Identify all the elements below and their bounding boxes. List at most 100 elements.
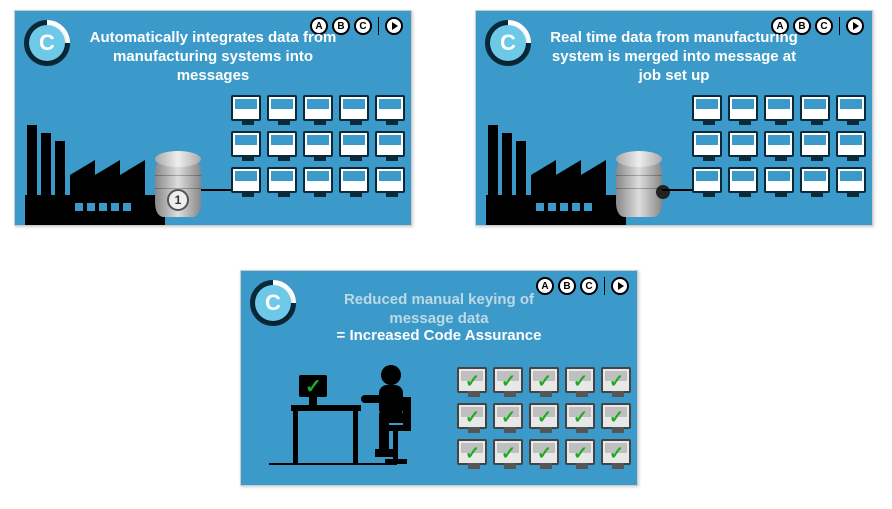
nav-c-button[interactable]: C — [580, 277, 598, 295]
monitor-icon — [267, 167, 297, 193]
nav-divider — [839, 17, 840, 35]
nav-a-label: A — [541, 281, 548, 292]
monitor-icon — [339, 131, 369, 157]
checkmark-icon: ✓ — [573, 408, 588, 426]
database-icon: 1 — [155, 159, 201, 217]
monitor-grid — [231, 95, 405, 197]
monitor-icon — [728, 95, 758, 121]
monitor-icon — [375, 167, 405, 193]
factory-icon — [25, 115, 165, 225]
database-badge: 1 — [167, 189, 189, 211]
monitor-icon — [267, 131, 297, 157]
monitor-checked-icon: ✓ — [601, 367, 631, 393]
monitor-grid — [692, 95, 866, 197]
progress-letter: C — [265, 290, 281, 316]
nav-divider — [378, 17, 379, 35]
progress-letter: C — [39, 30, 55, 56]
monitor-icon — [692, 95, 722, 121]
monitor-icon — [375, 95, 405, 121]
monitor-checked-icon: ✓ — [529, 403, 559, 429]
monitor-icon — [303, 167, 333, 193]
nav-c-button[interactable]: C — [354, 17, 372, 35]
monitor-checked-icon: ✓ — [565, 439, 595, 465]
checkmark-icon: ✓ — [609, 408, 624, 426]
monitor-icon — [339, 167, 369, 193]
monitor-icon — [303, 131, 333, 157]
progress-letter-badge: C — [29, 25, 65, 61]
panel-headline: Real time data from manufacturing system… — [546, 29, 802, 85]
play-button[interactable] — [846, 17, 864, 35]
play-button[interactable] — [611, 277, 629, 295]
monitor-icon — [339, 95, 369, 121]
checkmark-icon: ✓ — [537, 444, 552, 462]
monitor-icon — [231, 167, 261, 193]
monitor-checked-icon: ✓ — [529, 439, 559, 465]
monitor-checked-icon: ✓ — [601, 403, 631, 429]
factory-icon — [486, 115, 626, 225]
nav-c-label: C — [820, 21, 827, 32]
monitor-icon — [764, 167, 794, 193]
monitor-icon — [375, 131, 405, 157]
panel-headline: Automatically integrates data from manuf… — [85, 29, 341, 85]
checkmark-icon: ✓ — [573, 444, 588, 462]
monitor-icon — [692, 131, 722, 157]
monitor-checked-icon: ✓ — [565, 367, 595, 393]
checkmark-icon: ✓ — [465, 444, 480, 462]
monitor-icon — [303, 95, 333, 121]
checkmark-icon: ✓ — [501, 408, 516, 426]
monitor-icon — [231, 131, 261, 157]
monitor-icon — [728, 167, 758, 193]
monitor-checked-icon: ✓ — [565, 403, 595, 429]
monitor-checked-icon: ✓ — [601, 439, 631, 465]
monitor-icon — [836, 95, 866, 121]
monitor-checked-icon: ✓ — [493, 367, 523, 393]
checkmark-icon: ✓ — [501, 372, 516, 390]
checkmark-icon: ✓ — [501, 444, 516, 462]
checkmark-icon: ✓ — [537, 372, 552, 390]
connector-wire — [201, 189, 231, 191]
monitor-checked-icon: ✓ — [457, 403, 487, 429]
nav-c-button[interactable]: C — [815, 17, 833, 35]
nav-divider — [604, 277, 605, 295]
monitor-icon — [267, 95, 297, 121]
connector-wire — [662, 189, 692, 191]
monitor-icon — [231, 95, 261, 121]
nav-c-label: C — [359, 21, 366, 32]
progress-letter-badge: C — [490, 25, 526, 61]
monitor-icon — [692, 167, 722, 193]
checkmark-icon: ✓ — [537, 408, 552, 426]
checkmark-icon: ✓ — [609, 372, 624, 390]
slide-panel-3: A B C C Reduced manual keying of message… — [240, 270, 638, 486]
monitor-icon — [836, 167, 866, 193]
play-button[interactable] — [385, 17, 403, 35]
panel-headline-muted: Reduced manual keying of message data — [311, 291, 567, 329]
database-connector-knob — [656, 185, 670, 199]
monitor-checked-icon: ✓ — [493, 439, 523, 465]
monitor-checked-icon: ✓ — [493, 403, 523, 429]
monitor-icon — [836, 131, 866, 157]
checkmark-icon: ✓ — [609, 444, 624, 462]
monitor-checked-icon: ✓ — [529, 367, 559, 393]
slide-panel-2: A B C C Real time data from manufacturin… — [475, 10, 873, 226]
monitor-icon — [800, 95, 830, 121]
checkmark-icon: ✓ — [465, 372, 480, 390]
monitor-checked-icon: ✓ — [457, 367, 487, 393]
nav-c-label: C — [585, 281, 592, 292]
slide-panel-1: A B C C Automatically integrates data fr… — [14, 10, 412, 226]
svg-text:✓: ✓ — [305, 376, 322, 398]
person-at-desk-icon: ✓ — [281, 355, 431, 465]
checkmark-icon: ✓ — [465, 408, 480, 426]
progress-letter: C — [500, 30, 516, 56]
monitor-icon — [764, 95, 794, 121]
progress-letter-badge: C — [255, 285, 291, 321]
monitor-checked-icon: ✓ — [457, 439, 487, 465]
panel-headline-bold: = Increased Code Assurance — [311, 327, 567, 346]
monitor-icon — [800, 131, 830, 157]
monitor-grid: ✓ ✓ ✓ ✓ ✓ ✓ ✓ ✓ ✓ ✓ ✓ ✓ ✓ ✓ ✓ — [457, 367, 631, 469]
database-badge-label: 1 — [175, 193, 182, 207]
database-icon — [616, 159, 662, 217]
monitor-icon — [764, 131, 794, 157]
monitor-icon — [800, 167, 830, 193]
monitor-icon — [728, 131, 758, 157]
nav-b-label: B — [563, 281, 570, 292]
